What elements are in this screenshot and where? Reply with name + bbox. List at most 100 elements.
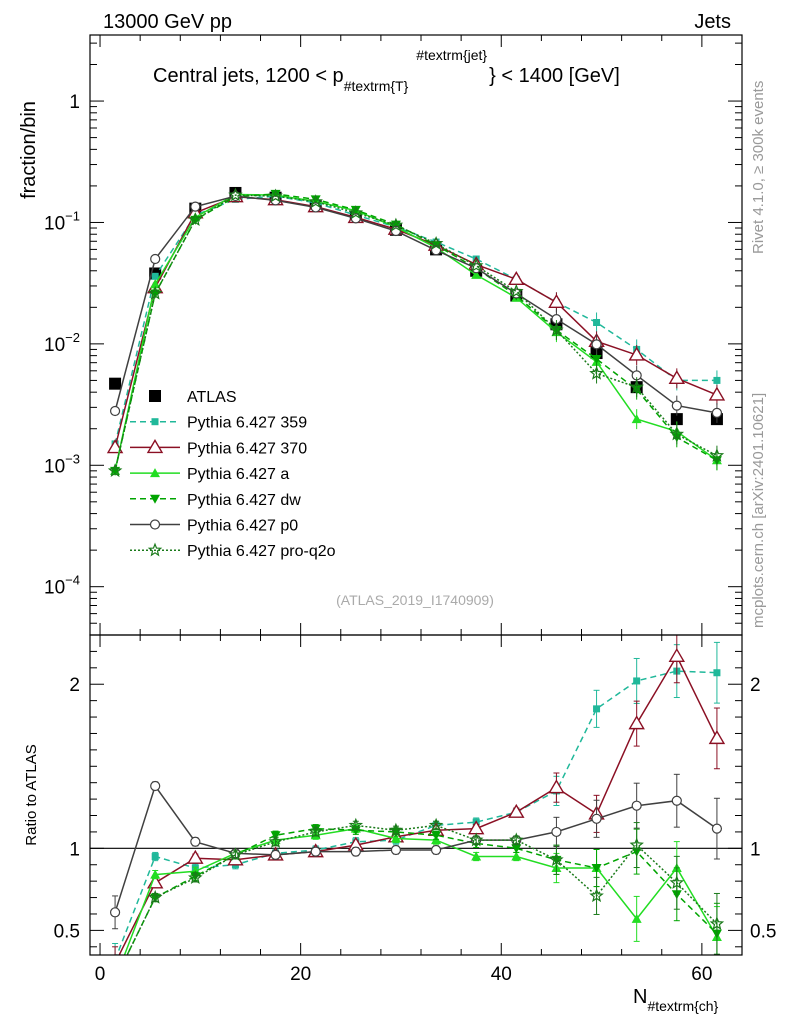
y-tick-label: 1 — [69, 92, 80, 113]
data-point — [468, 258, 484, 272]
legend-item: Pythia 6.427 pro-q2o — [130, 542, 336, 560]
data-point — [187, 849, 204, 864]
data-point — [549, 322, 564, 337]
data-point — [591, 339, 602, 350]
data-point — [151, 418, 159, 426]
data-point — [593, 705, 601, 713]
ratio-series-pythia-6-427-p0 — [109, 773, 723, 930]
data-point — [388, 217, 404, 232]
data-point — [591, 355, 602, 365]
legend-label: Pythia 6.427 p0 — [187, 518, 298, 535]
ratio-xlabel: N#textrm{ch} — [633, 986, 719, 1014]
series-group — [106, 186, 726, 478]
data-point — [190, 836, 201, 847]
data-point — [428, 817, 444, 832]
data-point — [548, 293, 565, 308]
series-line — [114, 194, 718, 471]
data-point — [390, 833, 401, 843]
data-point — [188, 212, 203, 227]
data-point — [629, 837, 644, 852]
data-point — [713, 669, 721, 677]
data-point — [228, 187, 243, 202]
data-point — [350, 205, 361, 215]
data-point — [150, 253, 161, 265]
watermark: (ATLAS_2019_I1740909) — [336, 592, 494, 608]
x-tick-label: 40 — [491, 964, 512, 985]
legend-label: Pythia 6.427 pro-q2o — [187, 543, 336, 560]
data-point — [106, 439, 124, 454]
data-point — [548, 779, 565, 794]
main-title: Central jets, 1200 < p#textrm{T} #textrm{… — [153, 47, 620, 94]
data-point — [468, 832, 484, 847]
data-point — [511, 851, 522, 861]
data-point — [430, 844, 442, 856]
data-point — [509, 832, 524, 847]
data-point — [147, 889, 163, 904]
header-left: 13000 GeV pp — [103, 11, 232, 33]
data-point — [509, 283, 524, 298]
ratio-series-pythia-6-427-pro-q2o — [126, 817, 725, 955]
ratio-line — [126, 824, 718, 955]
data-point — [146, 439, 164, 454]
y-tick-label-right: 1 — [750, 839, 761, 860]
data-point — [270, 849, 281, 860]
data-point — [669, 875, 685, 889]
ratio-line — [123, 827, 718, 955]
data-point — [708, 386, 726, 401]
title-sup: #textrm{jet} — [416, 47, 487, 63]
xlabel-sub: #textrm{ch} — [647, 998, 718, 1014]
data-point — [671, 795, 682, 806]
series-line — [114, 195, 718, 414]
data-point — [310, 846, 321, 857]
data-point — [631, 800, 642, 811]
data-point — [228, 847, 243, 862]
y-tick-label-right: 0.5 — [750, 921, 776, 942]
title-sub: #textrm{T} — [344, 78, 409, 94]
data-point — [348, 205, 364, 220]
data-point — [593, 318, 601, 326]
data-point — [308, 824, 323, 839]
data-point — [631, 913, 642, 923]
data-point — [633, 677, 641, 685]
ratio-line — [116, 670, 717, 955]
data-point — [713, 376, 721, 384]
legend: ATLAS Pythia 6.427 359 Pythia 6.427 370 Pyt… — [130, 389, 336, 560]
data-point — [709, 916, 725, 931]
data-point — [109, 377, 122, 390]
data-point — [589, 365, 604, 380]
data-point — [308, 194, 323, 208]
y-tick-label-right: 2 — [750, 675, 761, 696]
data-point — [150, 279, 161, 289]
legend-label: Pythia 6.427 370 — [187, 440, 307, 457]
data-point — [147, 542, 163, 557]
ratio-frame — [89, 634, 743, 956]
y-tick-label: 10−1 — [44, 208, 80, 234]
main-ylabel: fraction/bin — [18, 101, 40, 199]
data-point — [151, 853, 159, 861]
data-point — [150, 869, 161, 879]
legend-label: Pythia 6.427 a — [187, 466, 289, 483]
data-point — [628, 346, 645, 361]
title-suffix: } < 1400 [GeV] — [489, 65, 620, 87]
data-point — [348, 817, 364, 832]
data-point — [589, 888, 604, 903]
y-tick-label: 1 — [69, 839, 80, 860]
data-point — [669, 426, 685, 441]
title-prefix: Central jets, 1200 < p — [153, 65, 344, 87]
legend-item: Pythia 6.427 359 — [130, 415, 307, 432]
data-point — [708, 729, 726, 745]
main-panel: 10−4 10−3 10−2 10−1 1 — [44, 34, 743, 636]
ratio-line — [118, 654, 718, 955]
data-point — [270, 189, 281, 199]
legend-item: Pythia 6.427 p0 — [130, 518, 298, 535]
x-tick-label: 60 — [691, 964, 712, 985]
data-point — [431, 831, 442, 841]
data-point — [150, 780, 161, 792]
data-point — [150, 494, 160, 504]
data-point — [428, 235, 444, 250]
data-point — [147, 285, 163, 300]
data-point — [150, 468, 160, 478]
data-point — [471, 851, 482, 861]
data-point — [388, 822, 404, 837]
data-point — [190, 201, 201, 212]
